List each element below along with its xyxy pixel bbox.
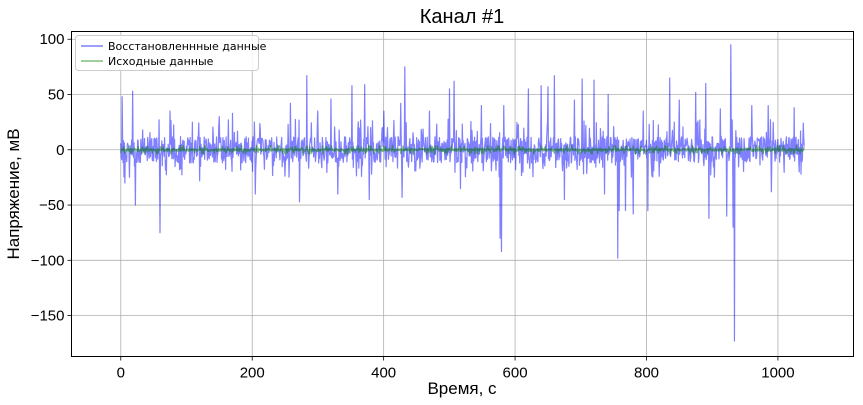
plot-frame: [71, 31, 854, 357]
x-tick-label: 0: [117, 365, 125, 382]
y-axis-title: Напряжение, мВ: [4, 128, 23, 259]
legend-label-original: Исходные данные: [108, 55, 214, 68]
y-tick-label: 50: [48, 87, 65, 104]
y-tick-label: −50: [39, 197, 64, 214]
y-tick-label: 0: [56, 142, 64, 159]
x-tick-label: 400: [371, 365, 396, 382]
chart-title: Канал #1: [420, 6, 504, 28]
y-tick-label: −150: [31, 308, 65, 325]
legend-box: [75, 35, 259, 71]
x-tick-label: 600: [503, 365, 528, 382]
x-tick-label: 1000: [761, 365, 794, 382]
x-tick-label: 200: [240, 365, 265, 382]
y-tick-label: 100: [39, 31, 64, 48]
x-axis-title: Время, с: [427, 379, 497, 398]
series-layer: [120, 44, 805, 342]
x-tick-label: 800: [634, 365, 659, 382]
series-line-original: [120, 144, 805, 155]
series-line-restored: [120, 44, 805, 342]
legend: Восстановленнные данные Исходные данные: [75, 35, 267, 71]
legend-label-restored: Восстановленнные данные: [108, 40, 267, 53]
y-tick-label: −100: [31, 252, 65, 269]
ticks: 0 200 400 600 800 1000 −150 −100 −50 0 50 100: [31, 31, 795, 381]
